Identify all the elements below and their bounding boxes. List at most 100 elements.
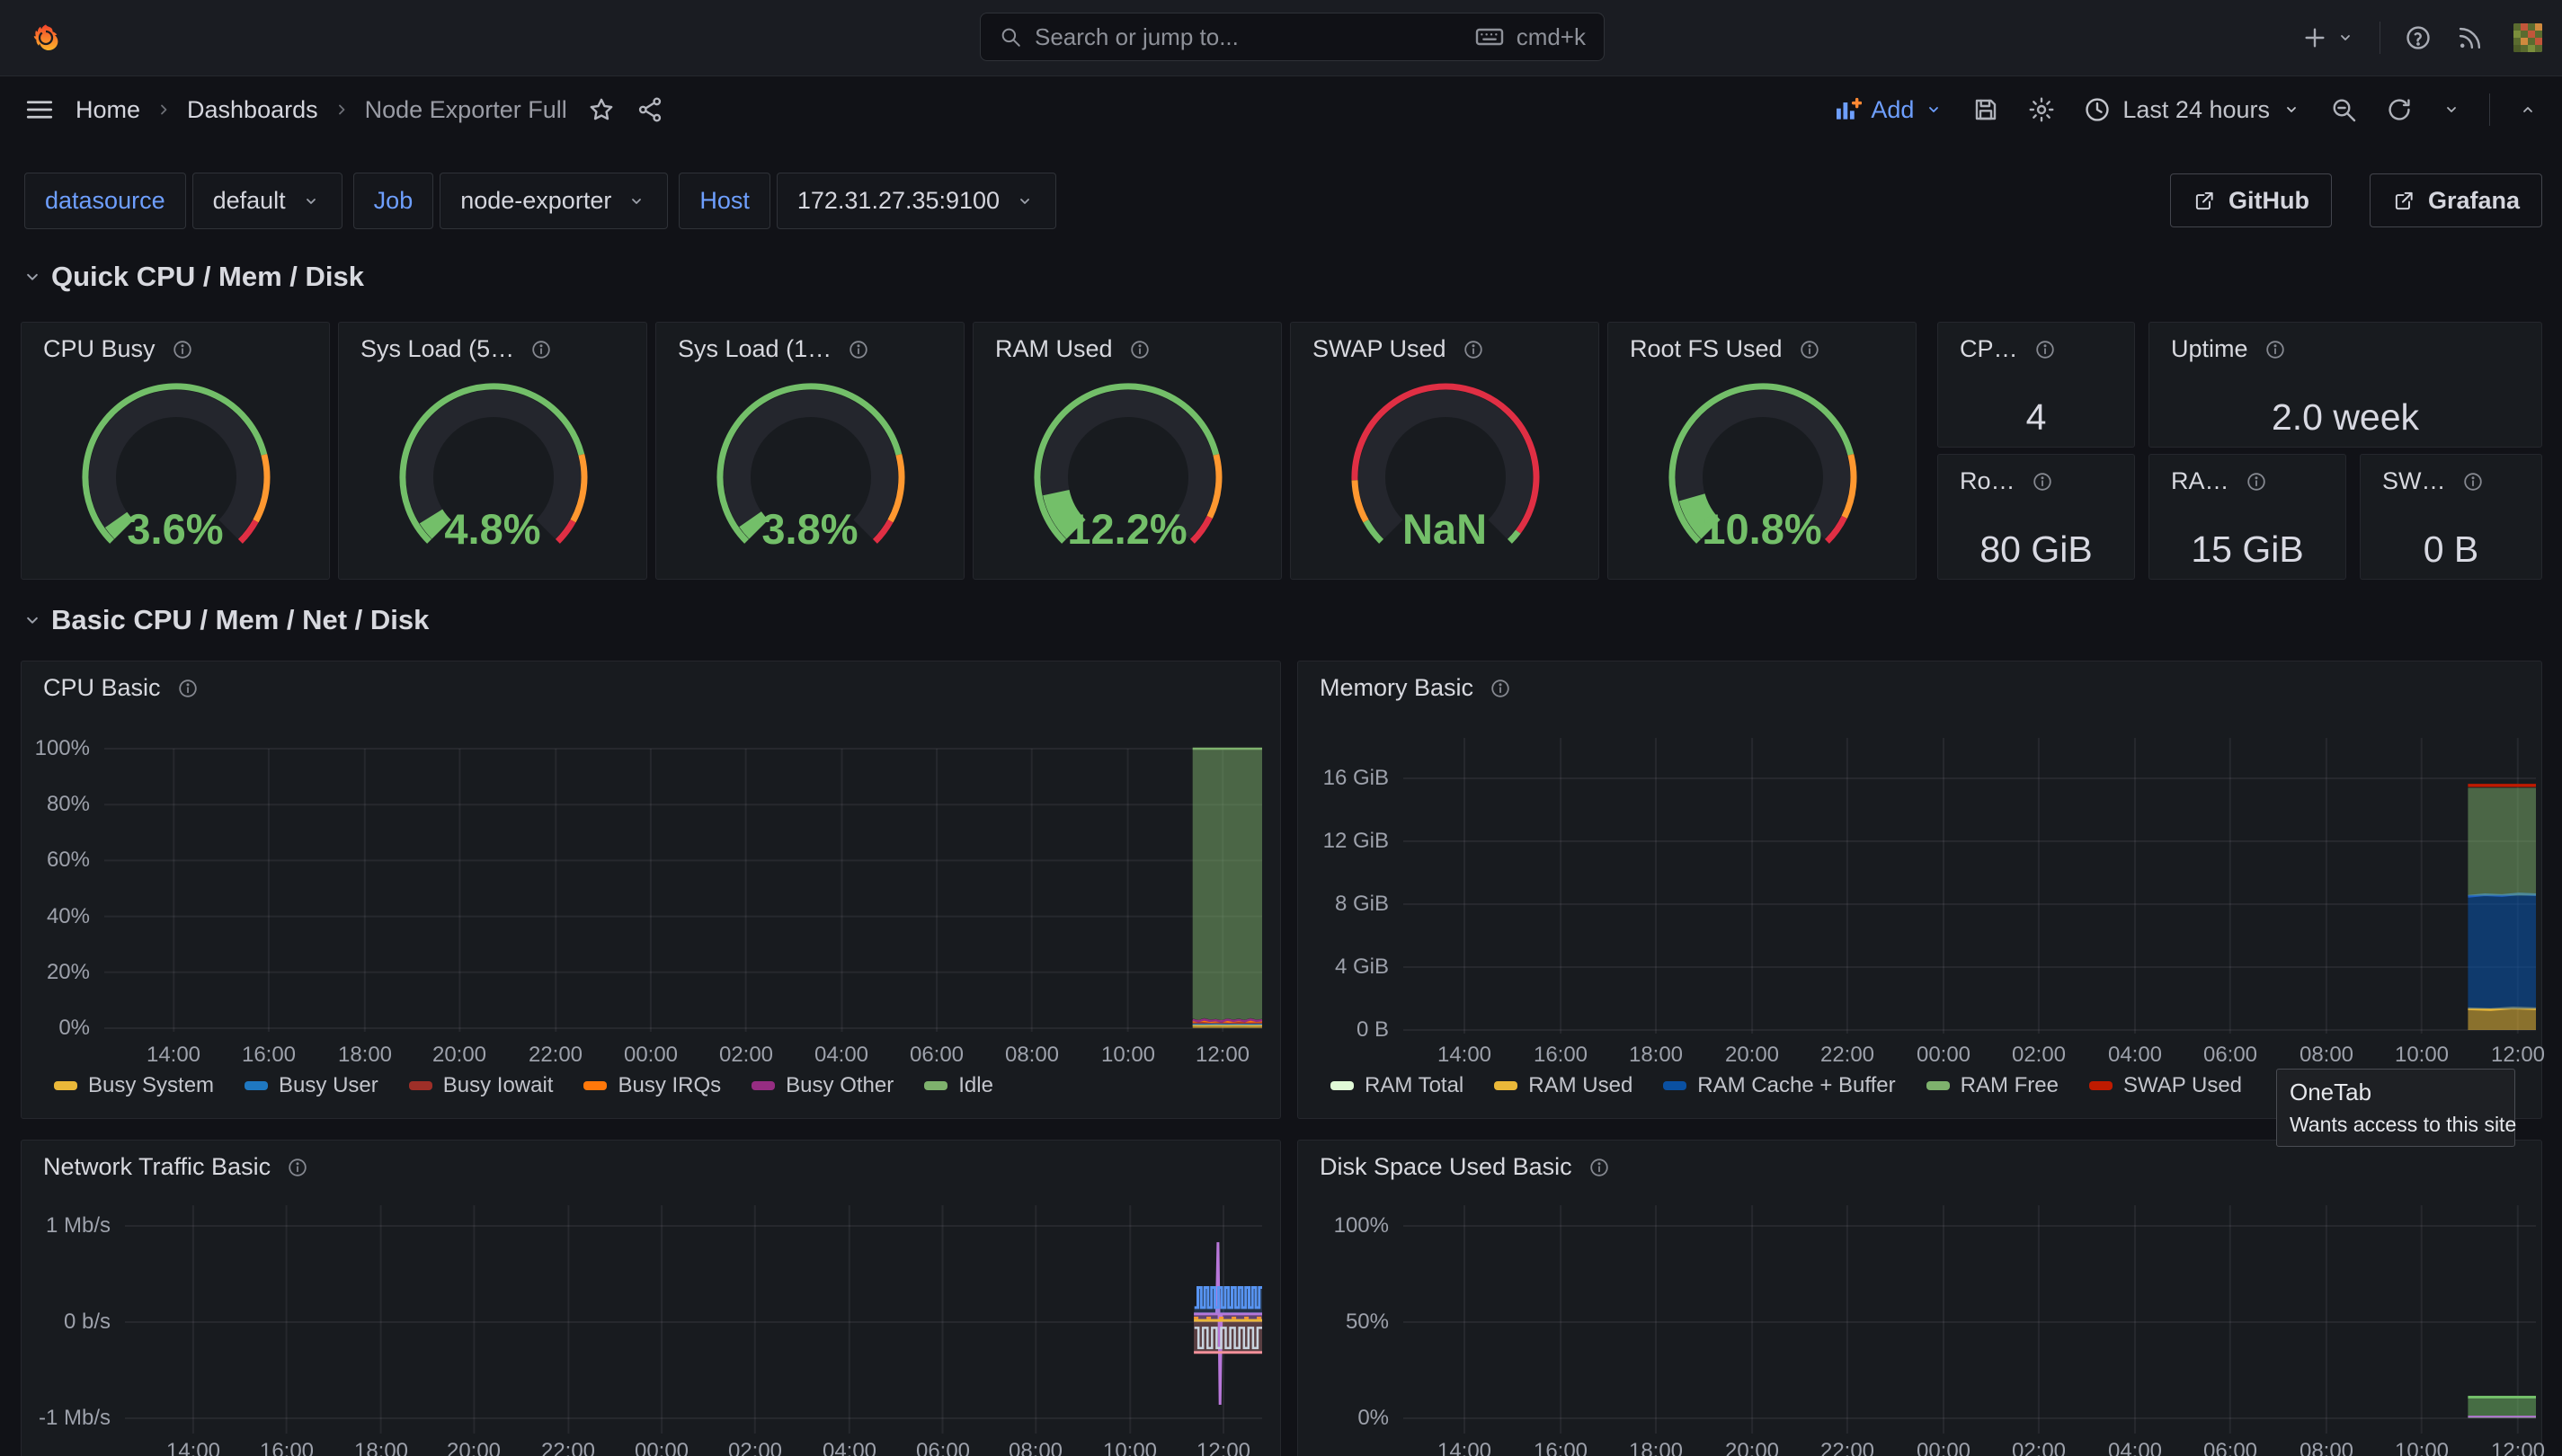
panel-title[interactable]: Ro… (1960, 467, 2015, 495)
template-variables: datasource default Job node-exporter Hos… (24, 173, 1056, 229)
x-axis-tick: 16:00 (1507, 1439, 1615, 1456)
info-icon[interactable] (287, 1157, 308, 1178)
grafana-logo-icon[interactable] (23, 15, 68, 60)
share-icon[interactable] (636, 95, 664, 124)
info-icon[interactable] (1799, 339, 1820, 360)
legend-item[interactable]: RAM Cache + Buffer (1663, 1073, 1895, 1098)
panel-title[interactable]: Memory Basic (1320, 674, 1473, 702)
x-axis-tick: 14:00 (1410, 1439, 1518, 1456)
panel-title[interactable]: CPU Basic (43, 674, 161, 702)
info-icon[interactable] (2032, 471, 2053, 493)
panel-rootfs-total: Ro… 80 GiB (1937, 454, 2135, 580)
legend-item[interactable]: Busy Other (752, 1073, 894, 1098)
panel-title[interactable]: CP… (1960, 335, 2018, 363)
panel-title[interactable]: SW… (2382, 467, 2446, 495)
legend-swatch (54, 1081, 77, 1090)
chevron-down-icon (21, 608, 44, 632)
panel-title[interactable]: Network Traffic Basic (43, 1153, 271, 1181)
y-axis-tick: 100% (22, 736, 90, 761)
save-dashboard-icon[interactable] (1971, 95, 2000, 124)
stat-value: 0 B (2361, 528, 2541, 571)
divider (2489, 93, 2490, 126)
legend-item[interactable]: SWAP Used (2089, 1073, 2242, 1098)
legend-item[interactable]: Busy System (54, 1073, 214, 1098)
dashboard-settings-icon[interactable] (2027, 95, 2056, 124)
legend-item[interactable]: RAM Free (1926, 1073, 2059, 1098)
refresh-icon[interactable] (2385, 95, 2414, 124)
grafana-dashboard: Search or jump to... cmd+k Home Dashboar… (0, 0, 2562, 1456)
panel-sys-load-5m: Sys Load (5… 4.8% (338, 322, 647, 580)
panel-title[interactable]: Sys Load (5… (360, 335, 514, 363)
info-icon[interactable] (1463, 339, 1484, 360)
info-icon[interactable] (2264, 339, 2286, 360)
info-icon[interactable] (2462, 471, 2484, 493)
chevron-down-icon (300, 191, 322, 212)
y-axis-tick: 100% (1298, 1213, 1389, 1238)
x-axis-tick: 10:00 (1076, 1439, 1184, 1456)
refresh-interval-dropdown[interactable] (2441, 99, 2462, 120)
panel-title[interactable]: RA… (2171, 467, 2229, 495)
panel-title[interactable]: CPU Busy (43, 335, 156, 363)
legend-item[interactable]: RAM Used (1494, 1073, 1632, 1098)
legend-label: Busy Iowait (443, 1073, 554, 1098)
chevron-down-icon[interactable] (2335, 27, 2356, 49)
legend-item[interactable]: RAM Total (1330, 1073, 1463, 1098)
var-job-select[interactable]: node-exporter (440, 173, 668, 229)
section-basic-cpu-mem-net-disk[interactable]: Basic CPU / Mem / Net / Disk (21, 604, 429, 636)
panel-title[interactable]: Root FS Used (1630, 335, 1783, 363)
panel-title[interactable]: SWAP Used (1312, 335, 1446, 363)
info-icon[interactable] (1490, 678, 1511, 699)
onetab-body: Wants access to this site (2290, 1113, 2502, 1137)
hamburger-menu-icon[interactable] (23, 93, 56, 126)
info-icon[interactable] (530, 339, 552, 360)
x-axis-tick: 08:00 (2273, 1043, 2380, 1068)
help-icon[interactable] (2404, 23, 2433, 52)
x-axis-tick: 04:00 (796, 1439, 903, 1456)
favorite-star-icon[interactable] (587, 95, 616, 124)
breadcrumb-separator-icon (153, 99, 174, 120)
y-axis-tick: 40% (22, 904, 90, 929)
var-host-select[interactable]: 172.31.27.35:9100 (777, 173, 1056, 229)
stat-value: 80 GiB (1938, 528, 2134, 571)
github-link-button[interactable]: GitHub (2170, 173, 2332, 227)
info-icon[interactable] (172, 339, 193, 360)
x-axis-tick: 20:00 (405, 1043, 513, 1068)
breadcrumb-dashboards[interactable]: Dashboards (187, 96, 318, 124)
search-input[interactable]: Search or jump to... cmd+k (980, 13, 1605, 61)
time-range-picker[interactable]: Last 24 hours (2083, 95, 2302, 124)
var-datasource-select[interactable]: default (192, 173, 342, 229)
y-axis-tick: 8 GiB (1298, 892, 1389, 917)
collapse-toolbar-icon[interactable] (2517, 99, 2539, 120)
panel-title[interactable]: Uptime (2171, 335, 2248, 363)
grafana-link-button[interactable]: Grafana (2370, 173, 2542, 227)
panel-title[interactable]: Disk Space Used Basic (1320, 1153, 1572, 1181)
avatar[interactable] (2508, 18, 2548, 58)
add-panel-button[interactable]: Add (1833, 95, 1944, 124)
legend-item[interactable]: Busy User (245, 1073, 378, 1098)
x-axis-tick: 18:00 (1602, 1439, 1710, 1456)
gauge-value: 12.2% (974, 504, 1281, 554)
legend-label: Busy System (88, 1073, 214, 1098)
new-menu-button[interactable] (2300, 23, 2329, 52)
dashboard-toolbar: Home Dashboards Node Exporter Full Add L… (0, 75, 2562, 144)
legend-item[interactable]: Busy Iowait (409, 1073, 554, 1098)
panel-title[interactable]: RAM Used (995, 335, 1113, 363)
breadcrumb-home[interactable]: Home (76, 96, 140, 124)
zoom-out-icon[interactable] (2329, 95, 2358, 124)
news-icon[interactable] (2456, 23, 2485, 52)
x-axis-tick: 12:00 (2464, 1043, 2562, 1068)
legend-item[interactable]: Busy IRQs (583, 1073, 721, 1098)
info-icon[interactable] (1129, 339, 1151, 360)
legend-item[interactable]: Idle (924, 1073, 993, 1098)
info-icon[interactable] (1588, 1157, 1610, 1178)
info-icon[interactable] (2034, 339, 2056, 360)
info-icon[interactable] (177, 678, 199, 699)
info-icon[interactable] (848, 339, 869, 360)
external-link-icon (2193, 189, 2216, 212)
x-axis-tick: 06:00 (2176, 1043, 2284, 1068)
legend-label: RAM Free (1961, 1073, 2059, 1098)
panel-title[interactable]: Sys Load (1… (678, 335, 832, 363)
info-icon[interactable] (2246, 471, 2267, 493)
y-axis-tick: 0% (1298, 1406, 1389, 1431)
section-quick-cpu-mem-disk[interactable]: Quick CPU / Mem / Disk (21, 261, 364, 293)
